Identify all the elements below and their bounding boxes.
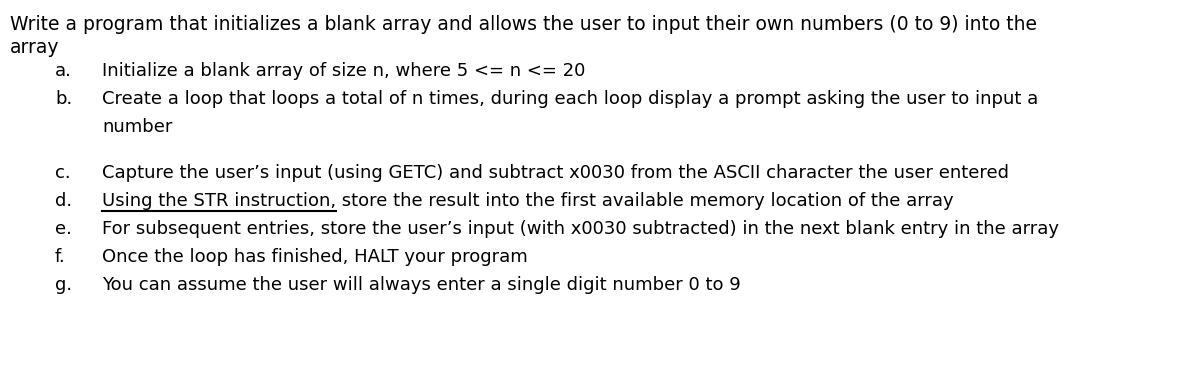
Text: e.: e.	[55, 220, 72, 238]
Text: Initialize a blank array of size n, where 5 <= n <= 20: Initialize a blank array of size n, wher…	[102, 62, 586, 80]
Text: Write a program that initializes a blank array and allows the user to input thei: Write a program that initializes a blank…	[10, 15, 1037, 34]
Text: For subsequent entries, store the user’s input (with x0030 subtracted) in the ne: For subsequent entries, store the user’s…	[102, 220, 1060, 238]
Text: f.: f.	[55, 248, 66, 266]
Text: g.: g.	[55, 276, 72, 294]
Text: Create a loop that loops a total of n times, during each loop display a prompt a: Create a loop that loops a total of n ti…	[102, 90, 1038, 108]
Text: number: number	[102, 118, 173, 136]
Text: Once the loop has finished, HALT your program: Once the loop has finished, HALT your pr…	[102, 248, 528, 266]
Text: You can assume the user will always enter a single digit number 0 to 9: You can assume the user will always ente…	[102, 276, 740, 294]
Text: d.: d.	[55, 192, 72, 210]
Text: b.: b.	[55, 90, 72, 108]
Text: array: array	[10, 38, 60, 57]
Text: store the result into the first available memory location of the array: store the result into the first availabl…	[336, 192, 954, 210]
Text: Capture the user’s input (using GETC) and subtract x0030 from the ASCII characte: Capture the user’s input (using GETC) an…	[102, 164, 1009, 182]
Text: a.: a.	[55, 62, 72, 80]
Text: c.: c.	[55, 164, 71, 182]
Text: Using the STR instruction,: Using the STR instruction,	[102, 192, 336, 210]
